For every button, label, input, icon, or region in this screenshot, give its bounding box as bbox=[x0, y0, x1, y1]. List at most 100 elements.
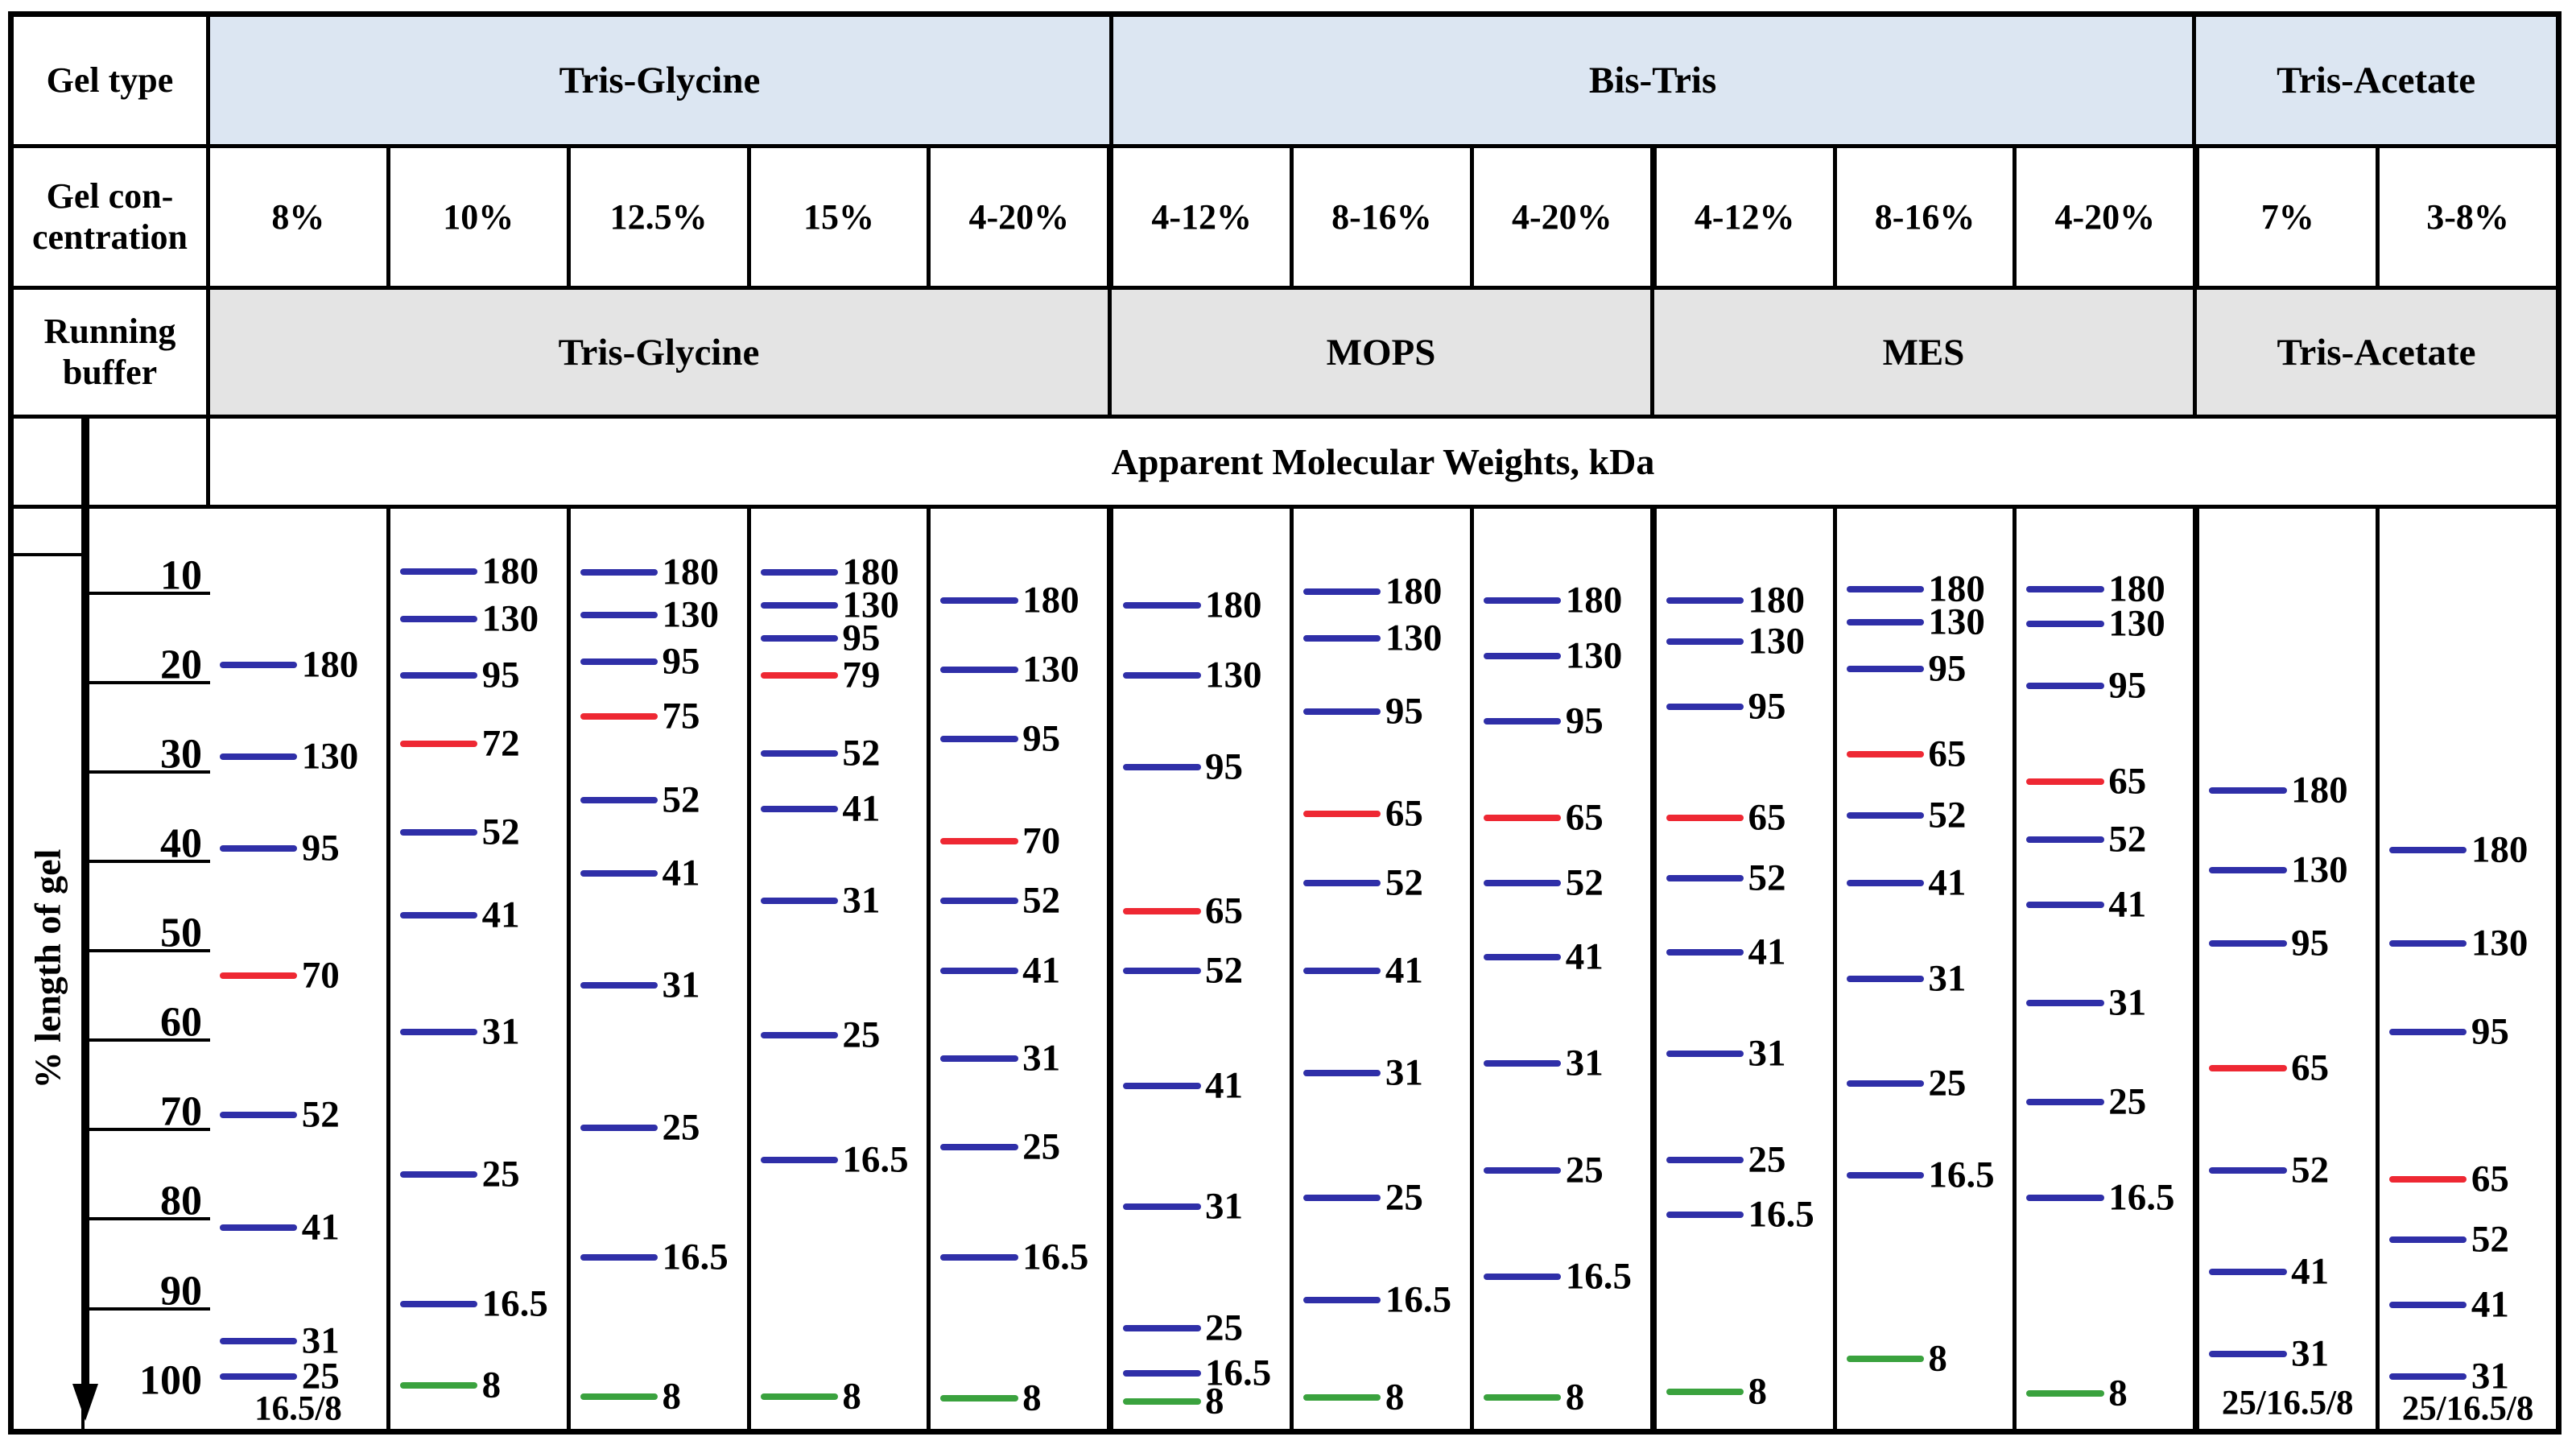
band-line bbox=[760, 898, 838, 905]
down-arrow-shaft bbox=[81, 419, 89, 1387]
band-line bbox=[1846, 1355, 1924, 1362]
y-axis-tick-divider bbox=[85, 681, 210, 685]
band-line bbox=[1123, 1083, 1201, 1090]
band-line bbox=[940, 736, 1018, 743]
running-buffer-group: MES bbox=[1654, 290, 2197, 415]
band-line bbox=[1666, 815, 1744, 822]
band-line bbox=[220, 662, 298, 669]
band-label: 52 bbox=[842, 732, 881, 774]
lane: 180 130 95 65 52 41 31 25/16.5/8 bbox=[2380, 509, 2556, 1429]
band-label: 95 bbox=[1022, 717, 1061, 760]
gel-concentration-cell: 8% bbox=[210, 148, 390, 286]
band-line bbox=[1846, 1080, 1924, 1087]
band-line bbox=[940, 898, 1018, 905]
band-label: 180 bbox=[842, 551, 899, 593]
band-line bbox=[399, 912, 478, 919]
y-axis-tick-label: 20 bbox=[160, 642, 202, 688]
band-line bbox=[2026, 585, 2104, 592]
lanes-body-row: % length of gel 10 20 30 40 50 60 70 80 90 100 18… bbox=[14, 419, 2556, 1429]
band-label: 52 bbox=[1565, 861, 1604, 904]
y-axis-tick-label: 80 bbox=[160, 1178, 202, 1224]
y-axis-tick-label: 40 bbox=[160, 820, 202, 867]
band-label: 25 bbox=[1928, 1062, 1967, 1104]
y-axis-column: % length of gel 10 20 30 40 50 60 70 80 90 100 bbox=[14, 419, 210, 1429]
band-label: 41 bbox=[301, 1206, 340, 1249]
band-label: 31 bbox=[1022, 1037, 1061, 1080]
band-label: 180 bbox=[481, 550, 539, 592]
band-label: 25 bbox=[1748, 1138, 1786, 1181]
gel-concentration-cell: 10% bbox=[390, 148, 571, 286]
band-label: 8 bbox=[1385, 1376, 1405, 1418]
band-label: 31 bbox=[2291, 1332, 2330, 1375]
band-label: 95 bbox=[842, 617, 881, 659]
band-line bbox=[1846, 585, 1924, 592]
band-label: 25 bbox=[662, 1106, 700, 1149]
y-axis-title-text: % length of gel bbox=[27, 848, 68, 1089]
band-line bbox=[1483, 815, 1562, 822]
band-label: 8 bbox=[1748, 1370, 1768, 1413]
band-label: 65 bbox=[1565, 796, 1604, 839]
lane: 180 130 95 65 52 41 31 25 16.5 8 bbox=[1113, 509, 1294, 1429]
band-label: 31 bbox=[481, 1010, 520, 1053]
band-line bbox=[399, 828, 478, 836]
band-line bbox=[940, 838, 1018, 845]
y-axis-tick-column: 10 20 30 40 50 60 70 80 90 100 bbox=[81, 509, 210, 1429]
lane: 180 130 95 75 52 41 31 25 16.5 8 bbox=[570, 509, 751, 1429]
band-line bbox=[580, 796, 658, 803]
band-line bbox=[1846, 1172, 1924, 1179]
band-line bbox=[2209, 786, 2287, 794]
gel-type-header: Gel type bbox=[14, 17, 210, 144]
band-label: 25 bbox=[1385, 1176, 1423, 1219]
band-label: 65 bbox=[1748, 796, 1786, 839]
band-label: 130 bbox=[1928, 601, 1985, 643]
band-line bbox=[1123, 968, 1201, 975]
band-label: 52 bbox=[301, 1093, 340, 1136]
band-line bbox=[580, 658, 658, 665]
axis-corner-divider bbox=[14, 553, 81, 556]
band-label: 16.5 bbox=[1565, 1255, 1632, 1298]
band-label: 31 bbox=[301, 1319, 340, 1362]
band-line bbox=[1666, 1212, 1744, 1219]
band-line bbox=[1123, 671, 1201, 679]
band-line bbox=[1303, 1296, 1381, 1303]
running-buffer-group: Tris-Acetate bbox=[2197, 290, 2556, 415]
band-label: 130 bbox=[1565, 634, 1623, 677]
band-label: 130 bbox=[1385, 617, 1443, 659]
gel-concentration-cell: 15% bbox=[750, 148, 931, 286]
band-line bbox=[1123, 1369, 1201, 1377]
y-axis-tick-divider bbox=[85, 770, 210, 774]
band-label: 52 bbox=[1205, 949, 1244, 992]
band-line bbox=[1846, 665, 1924, 672]
band-label: 95 bbox=[1205, 745, 1244, 788]
band-label: 52 bbox=[1928, 794, 1967, 836]
lanes-container: 180 130 95 70 52 41 31 25 16.5/8 180 130 95 72 52 41 31… bbox=[210, 509, 2556, 1429]
band-line bbox=[580, 612, 658, 619]
band-line bbox=[2209, 1166, 2287, 1174]
mw-title-row: Apparent Molecular Weights, kDa bbox=[14, 419, 2556, 509]
band-line bbox=[760, 1031, 838, 1038]
band-label: 180 bbox=[2471, 828, 2529, 871]
band-label: 52 bbox=[481, 811, 520, 853]
y-axis-tick-divider bbox=[85, 592, 210, 596]
band-line bbox=[940, 1143, 1018, 1150]
band-label: 52 bbox=[2108, 818, 2147, 861]
band-label: 65 bbox=[2108, 760, 2147, 803]
band-label: 95 bbox=[1385, 690, 1423, 733]
band-label: 16.5 bbox=[662, 1236, 729, 1278]
band-line bbox=[1846, 619, 1924, 625]
band-label: 130 bbox=[1748, 620, 1806, 663]
band-line bbox=[760, 750, 838, 758]
band-label: 25 bbox=[1022, 1125, 1061, 1168]
lane: 180 130 95 72 52 41 31 25 16.5 8 bbox=[390, 509, 571, 1429]
band-label: 25 bbox=[481, 1153, 520, 1195]
gel-type-group: Tris-Acetate bbox=[2196, 17, 2556, 144]
band-line bbox=[940, 597, 1018, 605]
gel-concentration-cell: 7% bbox=[2199, 148, 2380, 286]
band-label: 95 bbox=[1928, 647, 1967, 690]
band-label: 130 bbox=[2291, 848, 2348, 891]
band-line bbox=[1483, 880, 1562, 887]
band-line bbox=[760, 1157, 838, 1164]
band-line bbox=[1303, 1195, 1381, 1202]
band-line bbox=[1123, 601, 1201, 609]
band-label: 41 bbox=[1385, 949, 1423, 992]
